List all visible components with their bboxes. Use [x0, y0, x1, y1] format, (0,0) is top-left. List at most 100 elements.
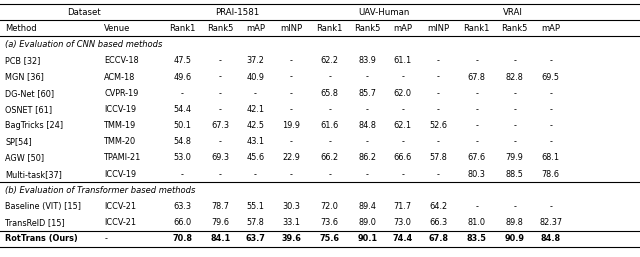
Text: 45.6: 45.6: [246, 153, 264, 162]
Text: -: -: [366, 137, 369, 146]
Text: -: -: [219, 56, 221, 65]
Text: 80.3: 80.3: [468, 170, 486, 179]
Text: -: -: [290, 89, 292, 98]
Text: -: -: [290, 105, 292, 114]
Text: 42.1: 42.1: [246, 105, 264, 114]
Text: -: -: [401, 137, 404, 146]
Text: -: -: [549, 137, 552, 146]
Text: -: -: [476, 202, 478, 211]
Text: -: -: [366, 170, 369, 179]
Text: -: -: [513, 89, 516, 98]
Text: 65.8: 65.8: [321, 89, 339, 98]
Text: CVPR-19: CVPR-19: [104, 89, 139, 98]
Text: 78.6: 78.6: [541, 170, 560, 179]
Text: TransReID [15]: TransReID [15]: [5, 218, 65, 227]
Text: 83.5: 83.5: [467, 234, 487, 243]
Text: -: -: [437, 72, 440, 81]
Text: 37.2: 37.2: [246, 56, 264, 65]
Text: -: -: [219, 89, 221, 98]
Text: 62.2: 62.2: [321, 56, 339, 65]
Text: -: -: [476, 56, 478, 65]
Text: 67.8: 67.8: [468, 72, 486, 81]
Text: -: -: [366, 72, 369, 81]
Text: 74.4: 74.4: [392, 234, 413, 243]
Text: -: -: [254, 89, 257, 98]
Text: PRAI-1581: PRAI-1581: [214, 8, 259, 17]
Text: 66.2: 66.2: [321, 153, 339, 162]
Text: -: -: [328, 137, 331, 146]
Text: 84.8: 84.8: [358, 121, 376, 130]
Text: (a) Evaluation of CNN based methods: (a) Evaluation of CNN based methods: [5, 40, 163, 49]
Text: MGN [36]: MGN [36]: [5, 72, 44, 81]
Text: -: -: [219, 72, 221, 81]
Text: -: -: [513, 56, 516, 65]
Text: 89.4: 89.4: [358, 202, 376, 211]
Text: ACM-18: ACM-18: [104, 72, 136, 81]
Text: mINP: mINP: [428, 24, 449, 33]
Text: -: -: [437, 56, 440, 65]
Text: Rank1: Rank1: [316, 24, 343, 33]
Text: ICCV-19: ICCV-19: [104, 170, 136, 179]
Text: -: -: [219, 170, 221, 179]
Text: 66.0: 66.0: [173, 218, 191, 227]
Text: -: -: [254, 170, 257, 179]
Text: 72.0: 72.0: [321, 202, 339, 211]
Text: -: -: [290, 72, 292, 81]
Text: -: -: [513, 121, 516, 130]
Text: 63.3: 63.3: [173, 202, 191, 211]
Text: -: -: [290, 170, 292, 179]
Text: mINP: mINP: [280, 24, 302, 33]
Text: 57.8: 57.8: [246, 218, 264, 227]
Text: 90.9: 90.9: [504, 234, 525, 243]
Text: 86.2: 86.2: [358, 153, 376, 162]
Text: DG-Net [60]: DG-Net [60]: [5, 89, 54, 98]
Text: 61.1: 61.1: [394, 56, 412, 65]
Text: -: -: [549, 56, 552, 65]
Text: -: -: [476, 137, 478, 146]
Text: ICCV-19: ICCV-19: [104, 105, 136, 114]
Text: -: -: [437, 170, 440, 179]
Text: ICCV-21: ICCV-21: [104, 218, 136, 227]
Text: 52.6: 52.6: [429, 121, 447, 130]
Text: 81.0: 81.0: [468, 218, 486, 227]
Text: 19.9: 19.9: [282, 121, 300, 130]
Text: 61.6: 61.6: [321, 121, 339, 130]
Text: -: -: [328, 105, 331, 114]
Text: 84.8: 84.8: [541, 234, 561, 243]
Text: 71.7: 71.7: [394, 202, 412, 211]
Text: 82.37: 82.37: [540, 218, 562, 227]
Text: VRAI: VRAI: [503, 8, 523, 17]
Text: Rank1: Rank1: [169, 24, 196, 33]
Text: -: -: [401, 72, 404, 81]
Text: BagTricks [24]: BagTricks [24]: [5, 121, 63, 130]
Text: -: -: [513, 202, 516, 211]
Text: RotTrans (Ours): RotTrans (Ours): [5, 234, 78, 243]
Text: -: -: [328, 170, 331, 179]
Text: 73.6: 73.6: [321, 218, 339, 227]
Text: -: -: [401, 170, 404, 179]
Text: -: -: [401, 105, 404, 114]
Text: 79.9: 79.9: [506, 153, 524, 162]
Text: 22.9: 22.9: [282, 153, 300, 162]
Text: 47.5: 47.5: [173, 56, 191, 65]
Text: Dataset: Dataset: [67, 8, 101, 17]
Text: -: -: [476, 105, 478, 114]
Text: 70.8: 70.8: [172, 234, 193, 243]
Text: mAP: mAP: [246, 24, 265, 33]
Text: 83.9: 83.9: [358, 56, 376, 65]
Text: -: -: [549, 105, 552, 114]
Text: -: -: [181, 170, 184, 179]
Text: 62.1: 62.1: [394, 121, 412, 130]
Text: -: -: [219, 105, 221, 114]
Text: AGW [50]: AGW [50]: [5, 153, 44, 162]
Text: 75.6: 75.6: [319, 234, 340, 243]
Text: 79.6: 79.6: [211, 218, 229, 227]
Text: -: -: [219, 137, 221, 146]
Text: 66.3: 66.3: [429, 218, 447, 227]
Text: -: -: [181, 89, 184, 98]
Text: -: -: [549, 202, 552, 211]
Text: 40.9: 40.9: [246, 72, 264, 81]
Text: 78.7: 78.7: [211, 202, 229, 211]
Text: -: -: [366, 105, 369, 114]
Text: Rank5: Rank5: [501, 24, 528, 33]
